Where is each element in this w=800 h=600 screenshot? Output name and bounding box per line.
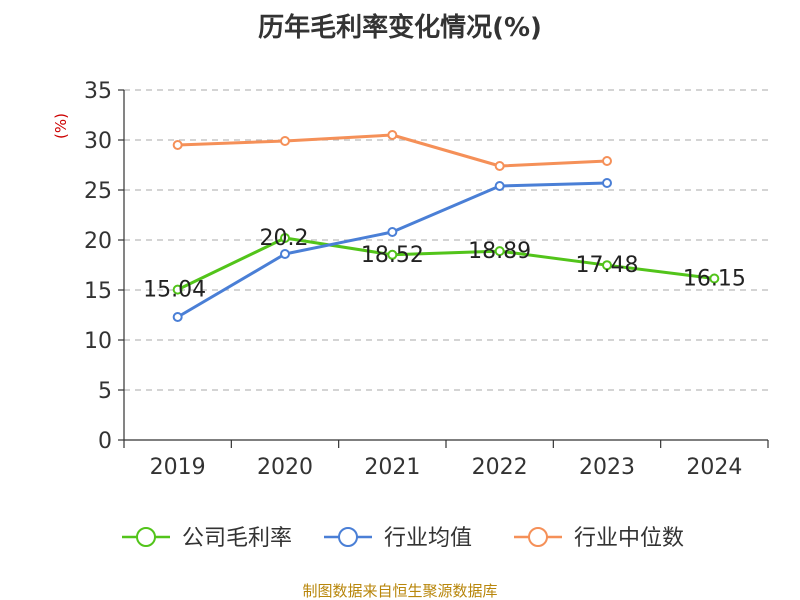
x-tick-label: 2020 [257,455,313,480]
data-label-layer: 15.04 20.2 18.52 18.89 17.48 16.15 [143,226,746,303]
legend-label-1: 行业均值 [384,526,472,551]
axis-layer: 0 5 10 15 20 25 30 35 2019 2020 2021 2022 2023 2024 [84,79,769,480]
data-label: 18.52 [361,243,424,268]
x-tick-label: 2019 [150,455,206,480]
legend-label-2: 行业中位数 [574,526,684,551]
series-point-0 [172,284,183,295]
grid-layer [124,89,768,391]
series-point-1 [494,181,505,191]
series-point-0 [709,273,720,284]
legend-marker-2 [528,527,548,547]
series-point-2 [172,140,183,150]
x-tick-label: 2021 [364,455,420,480]
series-point-0 [280,233,290,243]
series-point-2 [387,130,398,140]
y-tick-label: 30 [84,129,112,154]
x-tick-label: 2023 [579,455,635,480]
series-point-0 [602,260,612,271]
y-tick-label: 35 [84,79,112,104]
y-tick-label: 5 [98,379,112,404]
series-line-0 [176,236,716,292]
series-point-2 [280,136,290,146]
legend-label-0: 公司毛利率 [182,526,292,551]
legend-marker-1 [338,527,358,547]
series-point-2 [602,156,612,166]
x-tick-label: 2022 [472,455,528,480]
series-point-1 [280,249,290,259]
series-point-1 [602,178,612,188]
x-tick-label: 2024 [686,455,742,480]
legend-marker-0 [136,527,156,547]
legend: 公司毛利率 行业均值 行业中位数 [122,526,684,551]
series-point-0 [387,249,398,260]
y-tick-label: 20 [84,229,112,254]
y-tick-label: 25 [84,179,112,204]
data-label: 20.2 [260,226,309,251]
series-point-1 [387,227,398,237]
series-point-1 [172,312,183,322]
data-label: 18.89 [468,239,531,264]
data-label: 15.04 [143,278,206,303]
data-label: 17.48 [576,253,639,278]
series-point-0 [494,246,505,257]
y-tick-label: 10 [84,329,112,354]
y-axis-unit-label: (%) [52,113,70,139]
y-tick-label: 15 [84,279,112,304]
source-note: 制图数据来自恒生聚源数据库 [302,582,497,600]
chart-title: 历年毛利率变化情况(%) [258,12,542,43]
series-layer [172,130,720,322]
series-point-2 [494,161,505,171]
y-tick-label: 0 [98,429,112,454]
data-label: 16.15 [683,267,746,292]
